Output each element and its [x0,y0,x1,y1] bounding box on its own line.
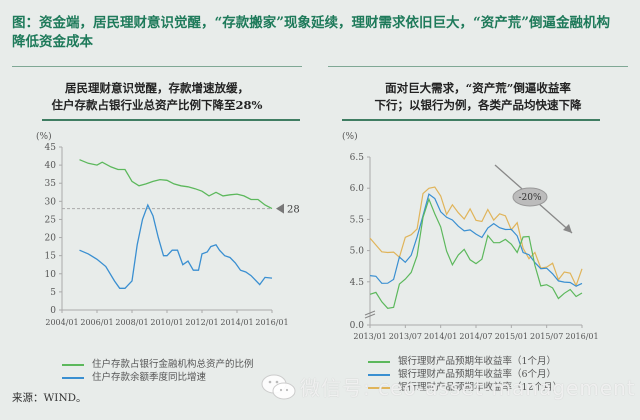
x-tick-label: 2010/01 [150,318,183,327]
x-tick-label: 2014/01 [220,318,253,327]
x-tick-label: 2015/01 [495,332,528,341]
series-line [79,159,273,210]
legend-label: 住户存款占银行金融机构总资产的比例 [92,359,254,370]
y-tick-label: 35 [45,179,57,189]
x-tick-label: 2004/01 [45,318,78,327]
change-badge-label: -20% [518,193,541,203]
y-tick-label: 30 [45,197,57,207]
y-tick-label: 6.5 [350,153,365,163]
arrow-head-icon [563,224,572,233]
y-tick-label: 45 [45,143,57,153]
left-title-rule [42,119,300,121]
legend-label: 住户存款余额季度同比增速 [92,372,207,383]
legend-swatch [368,373,390,376]
x-tick-label: 2016/01 [565,332,598,341]
series-line [79,203,273,289]
legend-label: 银行理财产品预期年收益率（12个月） [398,382,563,393]
series-line [369,186,583,288]
x-tick-label: 2014/01 [424,332,457,341]
series-line [369,197,583,309]
right-panel-title-line2: 下行；以银行为例，各类产品均快速下降 [374,98,582,112]
left-panel-title-line1: 居民理财意识觉醒，存款增速放缓， [65,81,249,95]
y-tick-label: 4.5 [350,278,365,288]
y-tick-label: 0.0 [350,321,365,331]
source-note: 来源：WIND。 [12,392,87,404]
y-tick-label: 15 [45,252,57,262]
y-tick-label: 20 [45,234,57,244]
y-tick-label: 0 [50,306,56,316]
y-unit-label: (%) [342,131,358,142]
legend-label: 银行理财产品预期年收益率（1个月） [398,356,557,367]
x-tick-label: 2012/01 [185,318,218,327]
legend-item: 银行理财产品预期年收益率（6个月） [368,368,562,381]
axis-break-icon [364,310,376,319]
legend-item: 住户存款占银行金融机构总资产的比例 [62,358,254,371]
x-tick-label: 2016/01 [255,318,288,327]
right-top-rule [328,66,628,67]
legend-swatch [62,376,84,379]
y-tick-label: 6.0 [350,184,365,194]
legend-item: 银行理财产品预期年收益率（1个月） [368,355,562,368]
y-tick-label: 25 [45,215,57,225]
change-badge [512,187,548,207]
right-panel-title: 面对巨大需求，“资产荒”倒逼收益率 下行；以银行为例，各类产品均快速下降 [328,80,628,114]
left-chart: (%) 0 5 10 15 20 25 30 35 40 45 2004/01 2006/01 2008/… [36,131,300,327]
y-tick-label: 40 [45,161,57,171]
series-line [369,193,583,287]
right-title-rule [342,119,600,121]
legend-swatch [62,363,84,366]
right-panel-title-line1: 面对巨大需求，“资产荒”倒逼收益率 [385,81,571,95]
x-tick-label: 2006/01 [80,318,113,327]
figure-title: 图：资金端，居民理财意识觉醒，“存款搬家”现象延续，理财需求依旧巨大，“资产荒”… [12,15,611,50]
right-legend: 银行理财产品预期年收益率（1个月） 银行理财产品预期年收益率（6个月） 银行理财… [368,355,562,394]
reference-label: 28 [287,205,300,216]
legend-label: 银行理财产品预期年收益率（6个月） [398,369,557,380]
x-tick-label: 2015/07 [530,332,563,341]
x-tick-label: 2013/01 [353,332,386,341]
watermark: 微信号: ceo-asset-management [300,376,636,400]
left-panel-title-line2: 住户存款占银行业总资产比例下降至28% [51,98,263,112]
legend-item: 住户存款余额季度同比增速 [62,371,254,384]
y-tick-label: 5 [50,288,56,298]
x-tick-label: 2014/07 [459,332,492,341]
x-tick-label: 2008/01 [115,318,148,327]
wechat-icon [261,374,296,400]
y-tick-label: 5.5 [350,215,365,225]
left-top-rule [12,66,302,67]
legend-item: 银行理财产品预期年收益率（12个月） [368,381,562,394]
y-tick-label: 10 [45,270,57,280]
y-unit-label: (%) [36,131,52,142]
reference-arrow-icon [276,203,284,214]
y-tick-label: 5.0 [350,247,365,257]
left-panel-title: 居民理财意识觉醒，存款增速放缓， 住户存款占银行业总资产比例下降至28% [12,80,302,114]
legend-swatch [368,360,390,363]
left-legend: 住户存款占银行金融机构总资产的比例 住户存款余额季度同比增速 [62,358,254,384]
legend-swatch [368,386,390,389]
x-tick-label: 2013/07 [389,332,422,341]
